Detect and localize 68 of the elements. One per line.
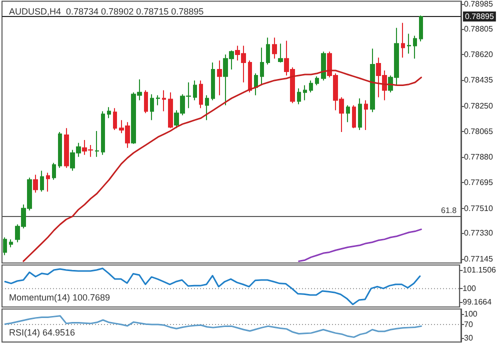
- candlestick: [95, 130, 99, 158]
- candlestick: [107, 106, 111, 119]
- candlestick: [46, 172, 50, 192]
- candlestick: [144, 90, 148, 114]
- line-series: [4, 268, 421, 306]
- y-tick-label: 0.77145: [464, 254, 494, 264]
- candlestick: [303, 84, 307, 101]
- y-tick-label: 100: [464, 310, 478, 319]
- y-tick-label: 0.77880: [464, 152, 494, 162]
- y-tick-label: 101.1506: [462, 266, 497, 274]
- candlestick: [370, 48, 375, 113]
- candlestick: [248, 60, 252, 93]
- text: Momentum(14) 100.7689: [9, 292, 110, 302]
- candlestick: [64, 128, 69, 168]
- y-tick-label: 0.78805: [464, 24, 494, 34]
- candlestick: [217, 60, 222, 96]
- candlestick: [419, 14, 423, 42]
- candlestick: [193, 80, 197, 101]
- candlestick: [297, 88, 301, 105]
- y-tick-label: 0.77330: [464, 228, 494, 238]
- candlestick: [3, 236, 7, 256]
- candlestick: [309, 80, 313, 93]
- candlestick: [40, 170, 44, 192]
- candlestick: [150, 94, 154, 121]
- y-tick-label: 0.78620: [464, 50, 494, 60]
- y-tick-label: 70: [464, 320, 474, 329]
- text: 61.8: [441, 206, 458, 215]
- line-series: [22, 70, 422, 262]
- y-tick-label: 30: [464, 334, 474, 343]
- line-series: [4, 315, 422, 338]
- y-tick-label: 0.78985: [464, 0, 494, 8]
- candlestick: [162, 90, 166, 112]
- line-series: [298, 228, 422, 262]
- candlestick: [266, 37, 270, 66]
- ref-line-label: 0.78895: [465, 12, 494, 21]
- candlestick: [9, 238, 13, 248]
- candlestick: [272, 37, 277, 60]
- candlestick: [260, 47, 264, 86]
- candlestick: [407, 33, 411, 54]
- y-tick-label: 0.77695: [464, 178, 494, 188]
- candlestick: [321, 51, 326, 81]
- y-tick-label: 0.78065: [464, 126, 494, 136]
- y-tick-label: 0.78435: [464, 76, 494, 85]
- candlestick: [205, 94, 209, 121]
- candlestick: [168, 92, 173, 129]
- candlestick: [352, 104, 356, 129]
- candlestick: [254, 72, 258, 96]
- candlestick: [33, 174, 38, 194]
- y-tick-label: 0.77510: [464, 204, 494, 213]
- candlestick: [211, 62, 215, 101]
- text: RSI(14) 64.9516: [9, 328, 76, 338]
- candlestick: [113, 108, 117, 131]
- candlestick: [401, 22, 405, 58]
- candlestick: [358, 98, 362, 131]
- candlestick: [52, 162, 56, 180]
- candlestick: [278, 43, 283, 63]
- candlestick: [364, 100, 368, 131]
- candlestick: [413, 35, 417, 60]
- candlestick: [58, 131, 62, 168]
- candlestick: [346, 104, 350, 123]
- text: AUDUSD,H4 0.78734 0.78902 0.78715 0.78895: [9, 6, 204, 16]
- candlestick: [315, 76, 319, 86]
- y-tick-label: 100: [462, 284, 477, 294]
- candlestick: [156, 94, 160, 106]
- y-tick-label: 99.1664: [462, 298, 492, 307]
- candlestick: [101, 110, 105, 156]
- y-tick-label: 0.78250: [464, 101, 494, 110]
- candlestick: [199, 80, 203, 109]
